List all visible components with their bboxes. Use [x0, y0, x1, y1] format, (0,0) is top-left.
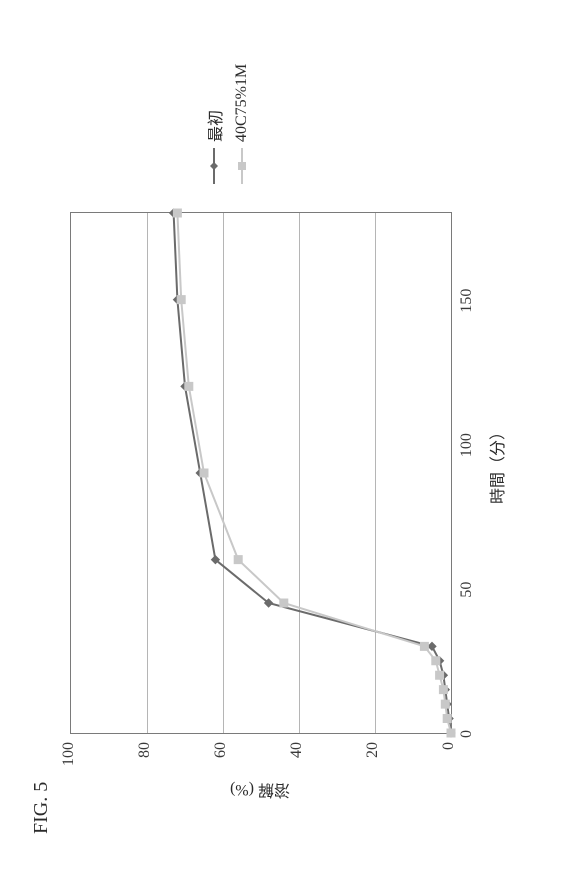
- x-tick-label: 0: [458, 714, 476, 754]
- x-tick-label: 100: [458, 425, 476, 465]
- legend-swatch: [233, 148, 251, 184]
- legend-item: 最初: [200, 64, 228, 184]
- series-marker: [234, 556, 242, 564]
- legend-swatch: [205, 148, 223, 184]
- x-tick-label: 50: [458, 570, 476, 610]
- series-marker: [173, 209, 181, 217]
- y-tick-label: 40: [288, 742, 306, 782]
- y-tick-label: 80: [136, 742, 154, 782]
- series-marker: [432, 657, 440, 665]
- x-tick-label: 150: [458, 281, 476, 321]
- series-line: [177, 213, 451, 733]
- legend-label: 40C75%1M: [233, 64, 251, 142]
- series-marker: [185, 382, 193, 390]
- y-tick-label: 100: [60, 742, 78, 782]
- y-tick-label: 0: [440, 742, 458, 782]
- y-tick-label: 20: [364, 742, 382, 782]
- figure-label: FIG. 5: [30, 782, 53, 834]
- series-marker: [439, 686, 447, 694]
- series-line: [174, 213, 451, 733]
- series-marker: [177, 296, 185, 304]
- y-axis-label: 溶解 (%): [230, 780, 290, 804]
- legend-label: 最初: [202, 110, 226, 142]
- series-marker: [447, 729, 455, 737]
- series-marker: [443, 715, 451, 723]
- series-marker: [280, 599, 288, 607]
- series-marker: [200, 469, 208, 477]
- series-marker: [436, 671, 444, 679]
- y-tick-label: 60: [212, 742, 230, 782]
- legend-item: 40C75%1M: [228, 64, 256, 184]
- chart-svg: [71, 213, 451, 733]
- series-marker: [428, 642, 436, 650]
- series-marker: [420, 642, 428, 650]
- x-axis-label: 時間（分）: [484, 424, 508, 504]
- legend: 最初 40C75%1M: [200, 64, 256, 184]
- series-marker: [441, 700, 449, 708]
- plot-area: [70, 212, 452, 734]
